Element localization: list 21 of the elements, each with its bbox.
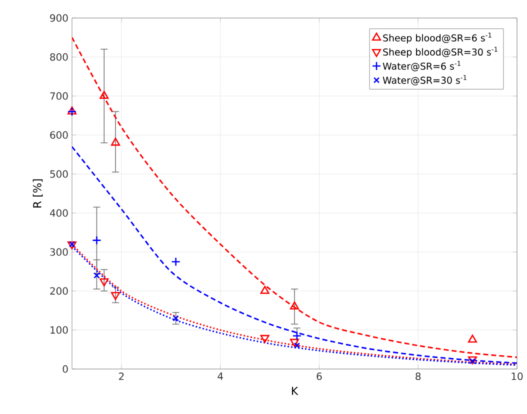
y-tick-label: 900 — [50, 14, 68, 22]
y-tick-label: 600 — [50, 131, 68, 139]
x-tick-label: 6 — [316, 372, 322, 380]
y-tick-label: 400 — [50, 209, 68, 217]
y-tick-label: 300 — [50, 248, 68, 256]
y-tick-label: 800 — [50, 53, 68, 61]
x-tick-label: 8 — [416, 372, 421, 380]
x-tick-label: 2 — [119, 372, 124, 380]
y-tick-label: 0 — [62, 365, 68, 373]
y-tick-label: 100 — [50, 326, 68, 334]
legend-label: Sheep blood@SR=6 s$^{-1}$ — [383, 32, 492, 44]
x-tick-label: 4 — [218, 372, 223, 380]
x-tick-label: 10 — [512, 372, 523, 380]
y-tick-label: 500 — [50, 170, 68, 178]
legend-label: Water@SR=30 s$^{-1}$ — [382, 75, 466, 86]
legend-label: Water@SR=6 s$^{-1}$ — [382, 60, 460, 72]
x-axis-title: K — [292, 386, 298, 395]
y-tick-label: 200 — [50, 287, 68, 295]
legend-label: Sheep blood@SR=30 s$^{-1}$ — [383, 46, 498, 58]
y-tick-label: 700 — [50, 92, 68, 100]
y-axis-title: R [%] — [32, 179, 43, 208]
